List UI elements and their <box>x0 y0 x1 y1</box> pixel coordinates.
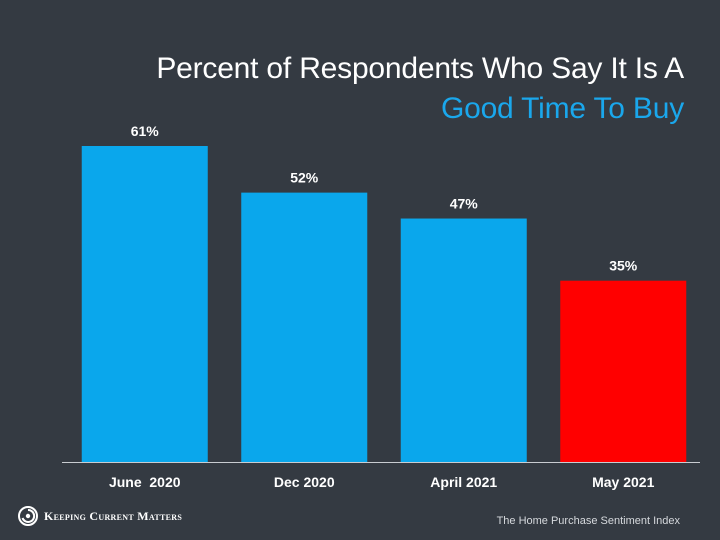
source-note: The Home Purchase Sentiment Index <box>496 515 680 527</box>
data-label-2: 52% <box>290 170 319 186</box>
chart-subtitle: Good Time To Buy <box>440 92 684 125</box>
bar-4 <box>560 280 687 462</box>
x-tick-label-1: June 2020 <box>109 474 181 490</box>
data-label-1: 61% <box>131 123 160 139</box>
data-label-3: 47% <box>450 196 479 212</box>
x-tick-label-3: April 2021 <box>430 474 497 490</box>
x-tick-label-2: Dec 2020 <box>274 474 335 490</box>
logo-text: Keeping Current Matters <box>44 508 183 523</box>
x-tick-label-4: May 2021 <box>592 474 654 490</box>
kcm-swirl-icon <box>18 506 38 526</box>
bar-2 <box>241 192 368 462</box>
chart-title: Percent of Respondents Who Say It Is A <box>156 52 684 85</box>
bar-1 <box>81 146 208 462</box>
bar-3 <box>400 218 527 462</box>
data-label-4: 35% <box>609 258 638 274</box>
kcm-logo: Keeping Current Matters <box>18 506 182 526</box>
